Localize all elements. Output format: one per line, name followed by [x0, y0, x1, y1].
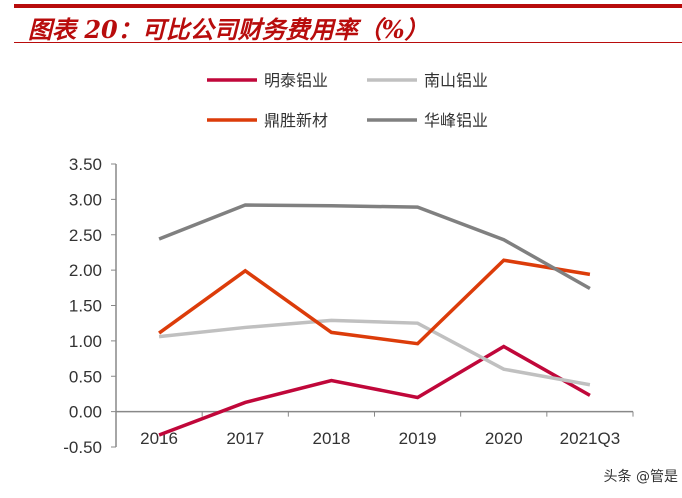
watermark: 头条 @管是 [603, 469, 678, 485]
title-rule [14, 42, 682, 43]
x-tick-label: 2021Q3 [560, 429, 621, 448]
x-tick-label: 2020 [485, 429, 523, 448]
title-top-bar [14, 4, 682, 8]
y-tick-label: -0.50 [63, 438, 102, 457]
legend-label: 华峰铝业 [424, 111, 488, 130]
y-tick-label: 3.50 [69, 155, 102, 174]
series-line [158, 258, 591, 346]
legend-label: 明泰铝业 [264, 71, 328, 90]
chart-title: 图表 20：可比公司财务费用率（%） [28, 15, 429, 44]
y-tick-label: 2.50 [69, 226, 102, 245]
series-line [158, 203, 591, 291]
series-line [158, 318, 591, 387]
y-tick-label: 1.00 [69, 332, 102, 351]
x-tick-label: 2016 [140, 429, 178, 448]
x-tick-label: 2019 [399, 429, 437, 448]
x-tick-label: 2017 [226, 429, 264, 448]
legend-label: 南山铝业 [424, 71, 488, 90]
x-tick-label: 2018 [313, 429, 351, 448]
y-tick-label: 0.00 [69, 403, 102, 422]
legend-label: 鼎胜新材 [264, 111, 328, 130]
series-line [158, 344, 591, 437]
y-tick-label: 2.00 [69, 261, 102, 280]
y-tick-label: 3.00 [69, 190, 102, 209]
y-tick-label: 0.50 [69, 367, 102, 386]
y-tick-label: 1.50 [69, 297, 102, 316]
